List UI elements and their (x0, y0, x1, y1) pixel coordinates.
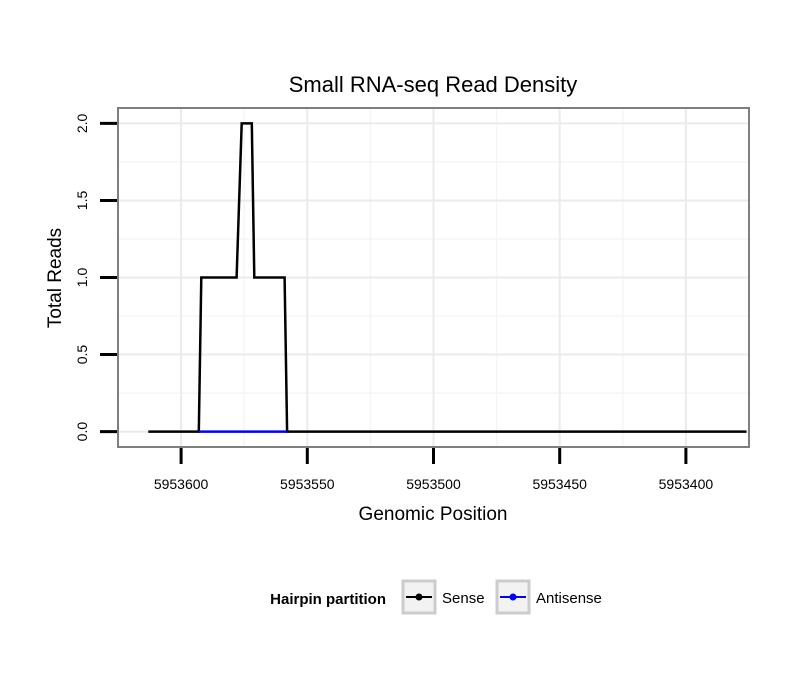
x-axis-title: Genomic Position (359, 504, 508, 525)
x-tick-label: 5953550 (280, 476, 335, 492)
y-tick-label: 0.5 (74, 345, 90, 365)
x-tick-label: 5953400 (659, 476, 714, 492)
y-axis-title: Total Reads (45, 228, 66, 328)
legend-item-sense: Sense (401, 579, 485, 615)
x-tick-label: 5953450 (532, 476, 587, 492)
legend-key-point (509, 593, 517, 601)
legend: Hairpin partition Sense Antisense (270, 579, 602, 615)
x-tick-label: 5953600 (154, 476, 209, 492)
series-line-sense (148, 122, 747, 433)
plot-frame (117, 107, 750, 448)
y-tick-label: 2.0 (74, 113, 90, 133)
legend-item-antisense: Antisense (495, 579, 602, 615)
y-tick-label: 1.0 (74, 268, 90, 288)
chart-title: Small RNA-seq Read Density (289, 72, 578, 97)
gridlines (118, 108, 750, 447)
legend-label: Sense (442, 590, 485, 607)
legend-label: Antisense (536, 590, 602, 607)
y-tick-label: 1.5 (74, 191, 90, 211)
x-tick-label: 5953500 (406, 476, 461, 492)
x-axis: 5953600 5953550 5953500 5953450 5953400 (154, 448, 714, 492)
y-axis: 0.0 0.5 1.0 1.5 2.0 (74, 113, 117, 441)
legend-key-point (415, 593, 423, 601)
y-tick-label: 0.0 (74, 422, 90, 442)
series-layer (148, 122, 747, 433)
legend-title: Hairpin partition (270, 591, 386, 608)
